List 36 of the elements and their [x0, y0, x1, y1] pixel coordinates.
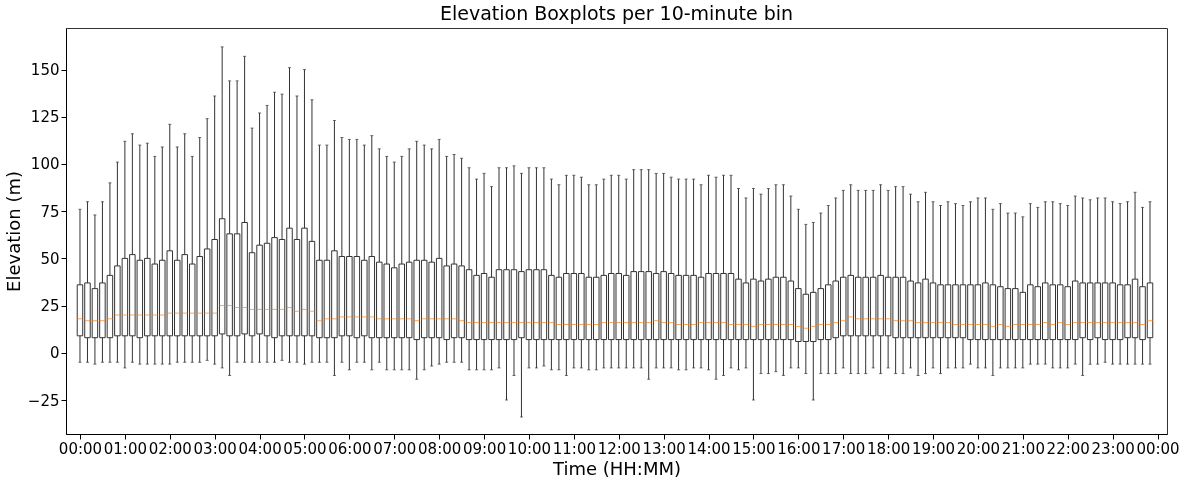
x-tick-label: 05:00 [283, 439, 327, 458]
x-tick-label: 10:00 [507, 439, 552, 458]
y-tick-label: 150 [30, 61, 60, 80]
x-tick-label: 00:00 [1136, 439, 1180, 458]
x-tick-label: 17:00 [822, 439, 866, 458]
x-tick-label: 09:00 [462, 439, 507, 458]
x-tick-label: 03:00 [193, 439, 237, 458]
x-tick-label: 08:00 [418, 439, 462, 458]
x-tick-label: 18:00 [867, 439, 911, 458]
x-tick-label: 04:00 [238, 439, 282, 458]
x-tick-label: 06:00 [328, 439, 372, 458]
y-tick-label: 0 [49, 344, 60, 363]
x-tick-label: 02:00 [148, 439, 192, 458]
x-tick-label: 07:00 [373, 439, 417, 458]
x-axis-title: Time (HH:MM) [551, 457, 682, 479]
x-tick-label: 15:00 [732, 439, 776, 458]
y-tick-label: 75 [40, 202, 60, 221]
y-tick-label: −25 [27, 391, 60, 410]
x-tick-label: 00:00 [58, 439, 103, 458]
x-tick-label: 23:00 [1091, 439, 1135, 458]
x-tick-label: 14:00 [687, 439, 731, 458]
y-axis-title: Elevation (m) [2, 171, 24, 292]
x-tick-label: 22:00 [1046, 439, 1090, 458]
x-tick-label: 21:00 [1001, 439, 1045, 458]
chart-title: Elevation Boxplots per 10-minute bin [439, 2, 794, 24]
x-tick-label: 01:00 [103, 439, 147, 458]
x-tick-label: 20:00 [956, 439, 1001, 458]
x-tick-label: 13:00 [642, 439, 686, 458]
y-tick-label: 100 [30, 155, 60, 174]
y-tick-label: 50 [40, 249, 60, 268]
x-tick-label: 19:00 [911, 439, 956, 458]
y-tick-label: 125 [30, 108, 60, 127]
y-tick-label: 25 [40, 297, 60, 316]
x-tick-label: 16:00 [777, 439, 821, 458]
x-tick-label: 11:00 [552, 439, 596, 458]
x-tick-label: 12:00 [597, 439, 641, 458]
